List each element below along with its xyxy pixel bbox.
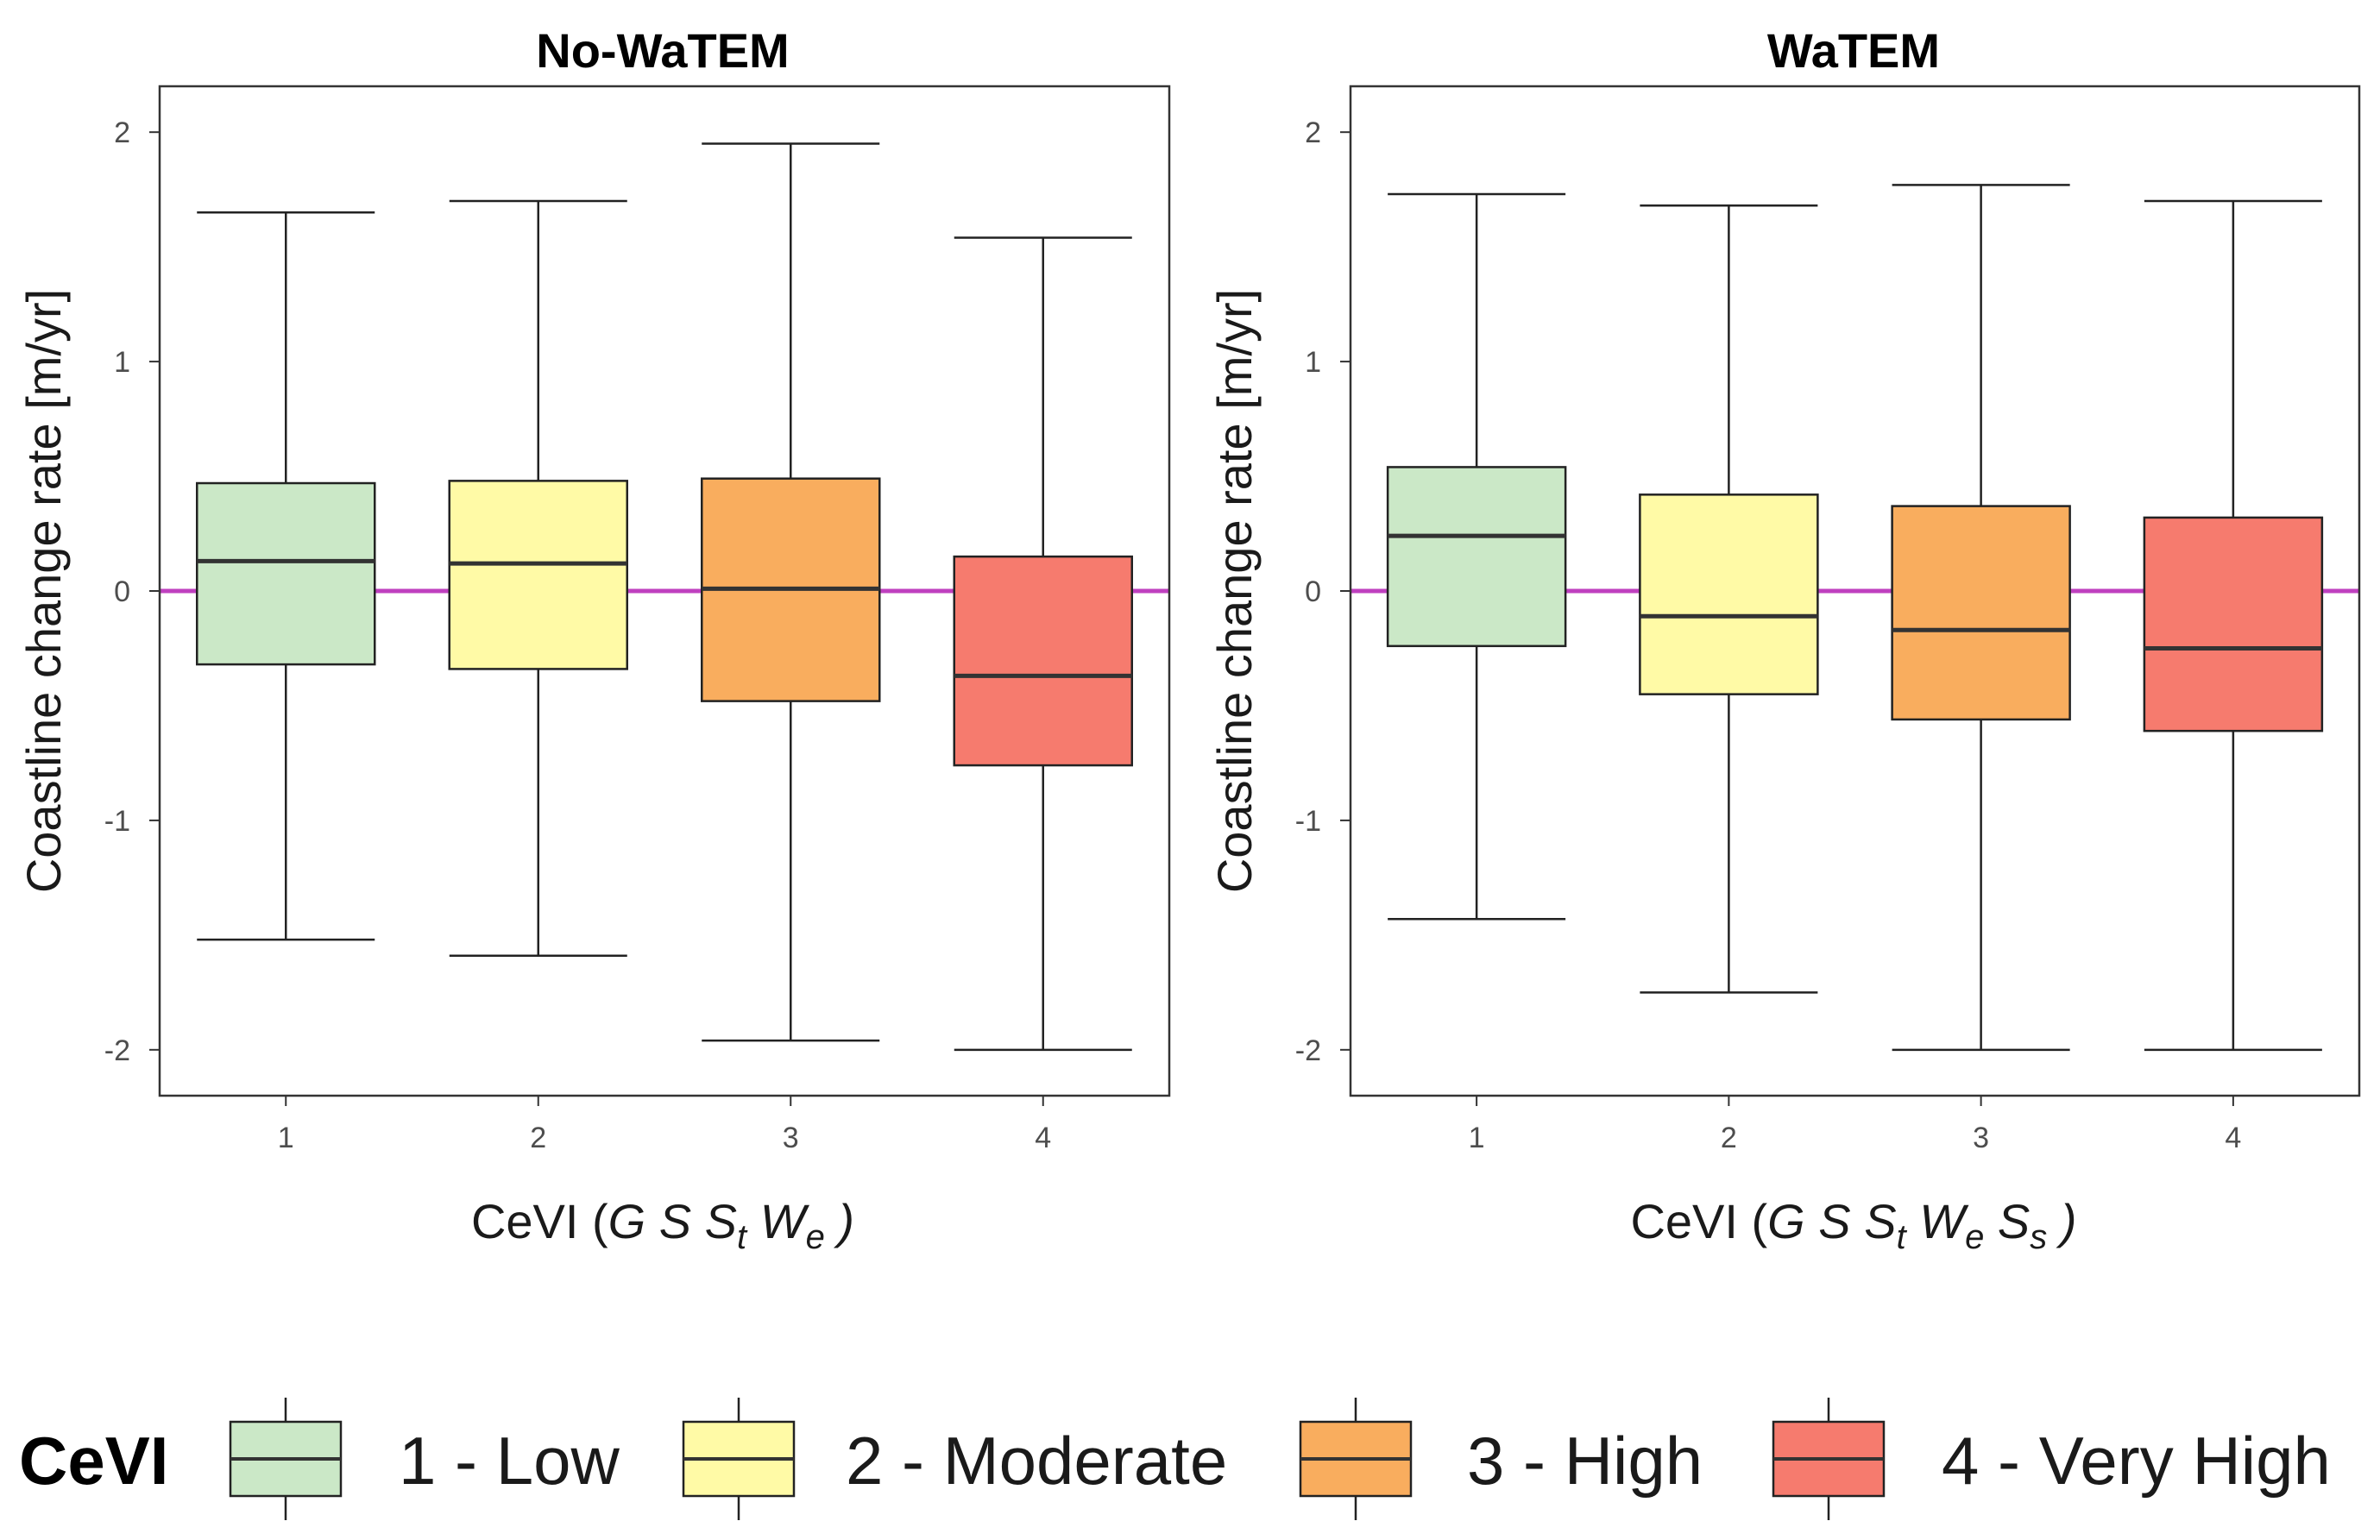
panel-border (158, 85, 1171, 1097)
y-tick-label: 2 (114, 116, 130, 149)
panel-no-watem: No-WaTEM -2 -1 0 1 2 1 2 3 4 Coastline change rate… (16, 23, 1171, 1256)
x-axis-label-suffix: ) (2047, 1194, 2076, 1248)
box-3 (701, 142, 881, 1042)
y-axis-label: Coastline change rate [m/yr] (16, 289, 71, 893)
formula-symbol: S (1984, 1194, 2030, 1248)
box-4 (2143, 199, 2324, 1052)
x-tick-label: 3 (1973, 1122, 1989, 1154)
y-tick-label: 0 (114, 575, 130, 608)
box-2 (1639, 204, 1819, 994)
y-tick-label: 1 (114, 346, 130, 379)
y-tick-label: 2 (1305, 116, 1321, 149)
legend-item-3: 3 - High (1299, 1398, 1703, 1520)
x-axis-label: CeVI (G S St We ) (471, 1194, 854, 1256)
formula-subscript: t (737, 1218, 748, 1256)
x-tick-label: 4 (1035, 1122, 1051, 1154)
x-tick-label: 3 (783, 1122, 799, 1154)
box-iqr (1639, 493, 1819, 695)
x-axis-label: CeVI (G S St We Ss ) (1630, 1194, 2076, 1256)
legend-item-4: 4 - Very High (1772, 1398, 2331, 1520)
formula-symbol: S (1805, 1194, 1851, 1248)
y-tick-label: -1 (104, 805, 130, 838)
box-3 (1891, 184, 2071, 1052)
formula-symbol: G (1767, 1194, 1805, 1248)
legend-label: 1 - Low (399, 1423, 620, 1499)
y-tick-label: 1 (1305, 346, 1321, 379)
formula-subscript: e (1965, 1218, 1984, 1256)
box-iqr (2143, 516, 2324, 732)
legend-title: CeVI (19, 1423, 168, 1499)
legend: CeVI 1 - Low 2 - Moderate 3 - High 4 - Very … (19, 1398, 2331, 1520)
x-axis-label-suffix: ) (825, 1194, 854, 1248)
formula-subscript: e (806, 1218, 825, 1256)
panel-title: No-WaTEM (536, 23, 789, 78)
formula-subscript: t (1897, 1218, 1908, 1256)
legend-item-1: 1 - Low (229, 1398, 620, 1520)
formula-subscript: s (2030, 1218, 2047, 1256)
y-tick-label: -2 (104, 1034, 130, 1067)
box-4 (953, 236, 1133, 1052)
box-iqr (953, 555, 1133, 767)
box-1 (1386, 192, 1567, 921)
x-tick-label: 2 (530, 1122, 546, 1154)
legend-label: 4 - Very High (1942, 1423, 2331, 1499)
panel-border (1349, 85, 2361, 1097)
box-1 (196, 211, 376, 941)
x-tick-label: 1 (278, 1122, 294, 1154)
x-tick-label: 4 (2225, 1122, 2241, 1154)
x-axis-label-prefix: CeVI ( (471, 1194, 608, 1248)
legend-label: 2 - Moderate (846, 1423, 1227, 1499)
formula-symbol: G (608, 1194, 646, 1248)
box-iqr (196, 481, 376, 666)
x-axis-label-prefix: CeVI ( (1630, 1194, 1767, 1248)
y-axis-label: Coastline change rate [m/yr] (1207, 289, 1262, 893)
x-tick-label: 1 (1469, 1122, 1485, 1154)
legend-label: 3 - High (1467, 1423, 1703, 1499)
formula-symbol: S (1851, 1194, 1897, 1248)
formula-symbol: W (746, 1194, 810, 1248)
y-tick-label: 0 (1305, 575, 1321, 608)
formula-symbol: S (645, 1194, 691, 1248)
y-tick-label: -1 (1295, 805, 1321, 838)
panel-title: WaTEM (1767, 23, 1940, 78)
legend-item-2: 2 - Moderate (682, 1398, 1227, 1520)
formula-symbol: S (691, 1194, 737, 1248)
box-iqr (1891, 505, 2071, 721)
y-tick-label: -2 (1295, 1034, 1321, 1067)
box-iqr (1386, 466, 1567, 648)
panel-watem: WaTEM -2 -1 0 1 2 1 2 3 4 Coastline change rate [m… (1207, 23, 2361, 1256)
box-2 (448, 199, 628, 958)
formula-symbol: W (1906, 1194, 1970, 1248)
x-tick-label: 2 (1721, 1122, 1737, 1154)
box-iqr (448, 480, 628, 670)
